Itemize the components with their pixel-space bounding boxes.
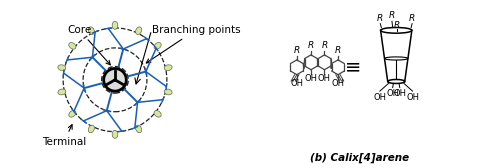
Ellipse shape	[112, 21, 118, 29]
Ellipse shape	[154, 43, 161, 49]
Ellipse shape	[58, 89, 66, 95]
Text: OH: OH	[406, 93, 419, 102]
Text: R: R	[294, 46, 300, 55]
Ellipse shape	[136, 27, 141, 34]
Text: R: R	[322, 41, 328, 50]
Text: R: R	[394, 21, 400, 30]
Text: $\equiv$: $\equiv$	[340, 57, 361, 76]
Text: Terminal: Terminal	[42, 125, 86, 147]
Text: Branching points: Branching points	[146, 25, 240, 63]
Text: (b) Calix[4]arene: (b) Calix[4]arene	[310, 153, 410, 163]
Ellipse shape	[154, 111, 161, 117]
Circle shape	[104, 69, 126, 91]
Ellipse shape	[58, 65, 66, 71]
Text: OH: OH	[374, 93, 386, 102]
Text: OH: OH	[290, 79, 304, 88]
Text: R: R	[308, 41, 314, 50]
Text: R: R	[409, 14, 416, 23]
Text: OH: OH	[394, 89, 406, 98]
Ellipse shape	[112, 130, 118, 138]
Text: R: R	[389, 11, 395, 20]
Text: Core: Core	[67, 25, 110, 65]
Ellipse shape	[388, 79, 404, 83]
Text: OH: OH	[304, 74, 318, 83]
Text: R: R	[377, 14, 384, 23]
Ellipse shape	[69, 111, 76, 117]
Text: OH: OH	[318, 74, 331, 83]
Ellipse shape	[88, 27, 94, 34]
Text: OH: OH	[332, 79, 344, 88]
Ellipse shape	[69, 43, 76, 49]
Ellipse shape	[380, 28, 412, 33]
Text: OH: OH	[386, 89, 399, 98]
Ellipse shape	[384, 57, 408, 60]
Text: R: R	[335, 46, 341, 55]
Ellipse shape	[88, 125, 94, 133]
Ellipse shape	[164, 65, 172, 71]
Ellipse shape	[136, 125, 141, 133]
Ellipse shape	[164, 89, 172, 95]
